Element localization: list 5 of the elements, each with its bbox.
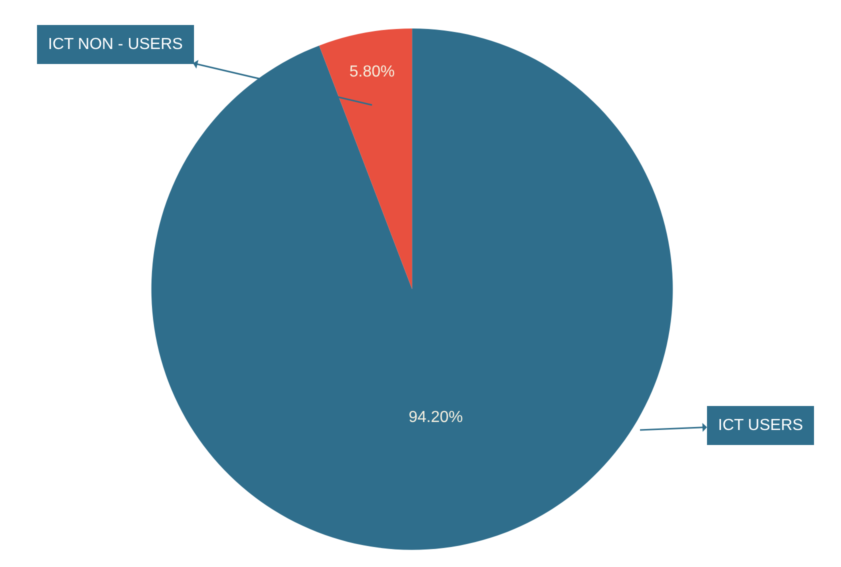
data-label: 5.80% (349, 64, 395, 81)
slice-label: ICT NON - USERS (48, 36, 183, 53)
legend-label: ICT USERS (718, 417, 804, 434)
pie-slice (319, 28, 412, 290)
data-label: 94.20% (408, 408, 463, 426)
